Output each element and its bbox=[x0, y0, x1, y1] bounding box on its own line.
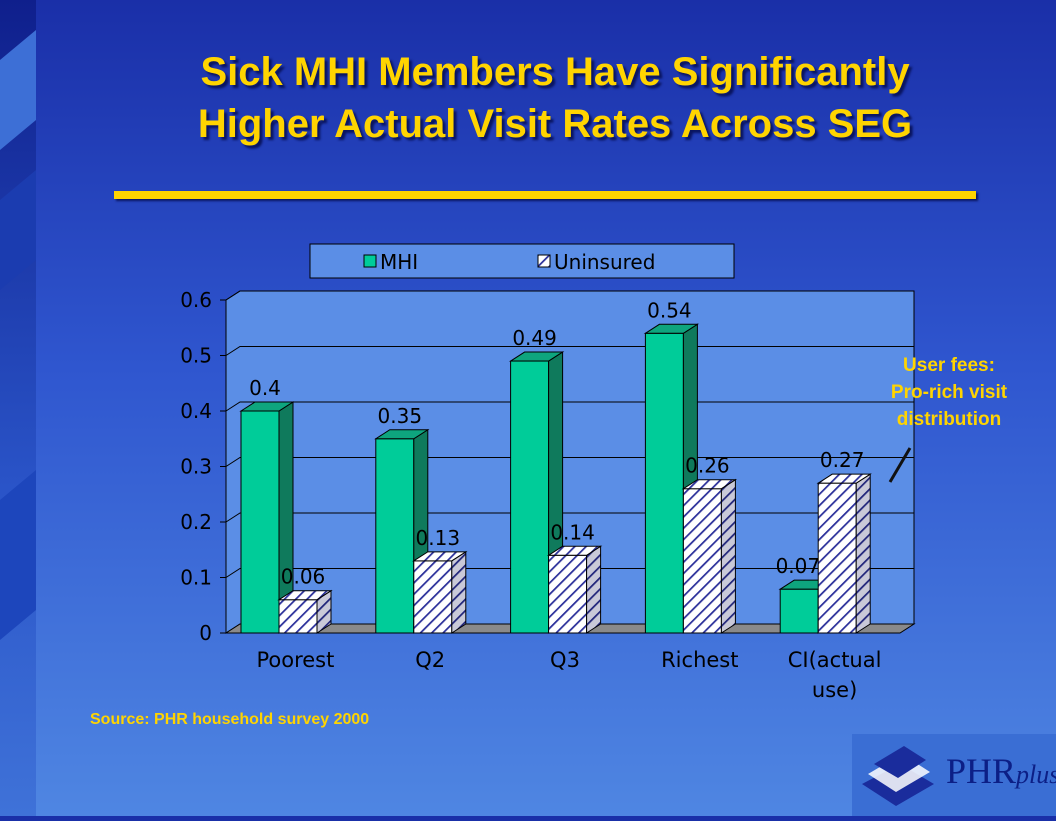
annotation-line-2: Pro-rich visit bbox=[890, 382, 1008, 403]
logo-suffix-text: plus bbox=[1016, 760, 1056, 789]
bar-uninsured-2 bbox=[546, 545, 603, 634]
bar-uninsured-4-top bbox=[816, 473, 872, 484]
bar-mhi-1-top bbox=[374, 429, 430, 440]
legend-box bbox=[309, 243, 735, 279]
data-label: 0.14 bbox=[550, 520, 595, 544]
bar-mhi-0-front bbox=[240, 410, 280, 634]
bar-uninsured-3-top bbox=[681, 479, 738, 490]
y-tick-label: 0.3 bbox=[180, 455, 212, 479]
bar-uninsured-0 bbox=[277, 589, 333, 634]
bar-uninsured-0-top bbox=[277, 590, 333, 601]
bar-uninsured-4 bbox=[816, 473, 872, 634]
annotation-line-1: User fees: bbox=[903, 355, 995, 376]
title-underline bbox=[114, 191, 976, 199]
bar-uninsured-3 bbox=[681, 478, 738, 634]
data-label: 0.27 bbox=[820, 448, 865, 472]
logo-main-text: PHR bbox=[946, 751, 1017, 791]
data-label: 0.4 bbox=[249, 376, 281, 400]
bar-uninsured-4-side bbox=[855, 473, 871, 634]
gridline bbox=[225, 290, 914, 301]
legend-label-mhi: MHI bbox=[380, 250, 418, 274]
bar-uninsured-1-front bbox=[413, 560, 453, 634]
bar-uninsured-2-front bbox=[548, 554, 588, 634]
bar-uninsured-1 bbox=[412, 550, 468, 634]
left-decor-shapes bbox=[0, 30, 36, 640]
bar-mhi-3-front bbox=[644, 332, 684, 634]
left-decor-strip bbox=[0, 0, 36, 816]
y-tick-label: 0.5 bbox=[180, 344, 212, 368]
phrplus-logo bbox=[852, 734, 1056, 816]
x-tick-label: Poorest bbox=[256, 648, 334, 672]
bar-uninsured-0-front bbox=[278, 599, 318, 634]
x-tick-label: CI(actual bbox=[788, 648, 882, 672]
logo-text: PHRplus bbox=[946, 750, 1056, 792]
logo-mark-icon bbox=[862, 746, 934, 806]
legend-label-uninsured: Uninsured bbox=[554, 250, 655, 274]
bar-uninsured-1-side bbox=[451, 550, 467, 634]
user-fees-annotation: User fees: Pro-rich visit distribution bbox=[864, 352, 1034, 433]
bar-mhi-2-front bbox=[510, 360, 550, 634]
data-label: 0.49 bbox=[512, 326, 557, 350]
y-tick-label: 0.6 bbox=[180, 288, 212, 312]
bar-mhi-1-front bbox=[375, 438, 415, 634]
y-tick-label: 0.4 bbox=[180, 399, 212, 423]
bar-mhi-3-top bbox=[643, 323, 700, 334]
data-label: 0.26 bbox=[685, 454, 730, 478]
bar-mhi-4-front bbox=[779, 588, 819, 634]
x-tick-label-line2: use) bbox=[812, 678, 857, 702]
legend-swatch-uninsured bbox=[537, 254, 551, 268]
bar-mhi-2-top bbox=[508, 351, 565, 362]
bar-mhi-0 bbox=[239, 401, 295, 634]
bar-uninsured-4-front bbox=[817, 482, 857, 634]
data-label: 0.13 bbox=[416, 526, 461, 550]
legend-swatch-mhi bbox=[363, 254, 377, 268]
y-tick-label: 0.1 bbox=[180, 566, 212, 590]
slide-title: Sick MHI Members Have Significantly High… bbox=[60, 46, 1050, 150]
data-label: 0.06 bbox=[281, 565, 326, 589]
bar-uninsured-3-side bbox=[720, 478, 736, 634]
annotation-line-3: distribution bbox=[896, 409, 1002, 430]
data-label: 0.54 bbox=[647, 298, 692, 322]
title-line-2: Higher Actual Visit Rates Across SEG bbox=[197, 102, 913, 146]
y-tick-label: 0 bbox=[199, 621, 212, 645]
x-tick-label: Q2 bbox=[415, 648, 445, 672]
bar-uninsured-2-top bbox=[546, 545, 603, 556]
x-tick-label: Richest bbox=[661, 648, 738, 672]
bar-mhi-0-top bbox=[239, 401, 295, 412]
chart-legend: MHI Uninsured bbox=[309, 243, 735, 279]
source-note: Source: PHR household survey 2000 bbox=[90, 711, 370, 728]
plot-area: 0 0.1 0.2 0.3 0.4 0.5 0.6 0.4 0.06 Poorest 0.35 0.1… bbox=[180, 288, 916, 702]
bar-uninsured-1-top bbox=[412, 551, 468, 562]
bar-uninsured-2-side bbox=[586, 545, 602, 634]
y-tick-label: 0.2 bbox=[180, 510, 212, 534]
bar-uninsured-3-front bbox=[682, 488, 722, 634]
x-tick-label: Q3 bbox=[550, 648, 580, 672]
data-label: 0.35 bbox=[378, 404, 423, 428]
annotation-arrow bbox=[888, 447, 912, 483]
title-line-1: Sick MHI Members Have Significantly bbox=[200, 50, 910, 94]
